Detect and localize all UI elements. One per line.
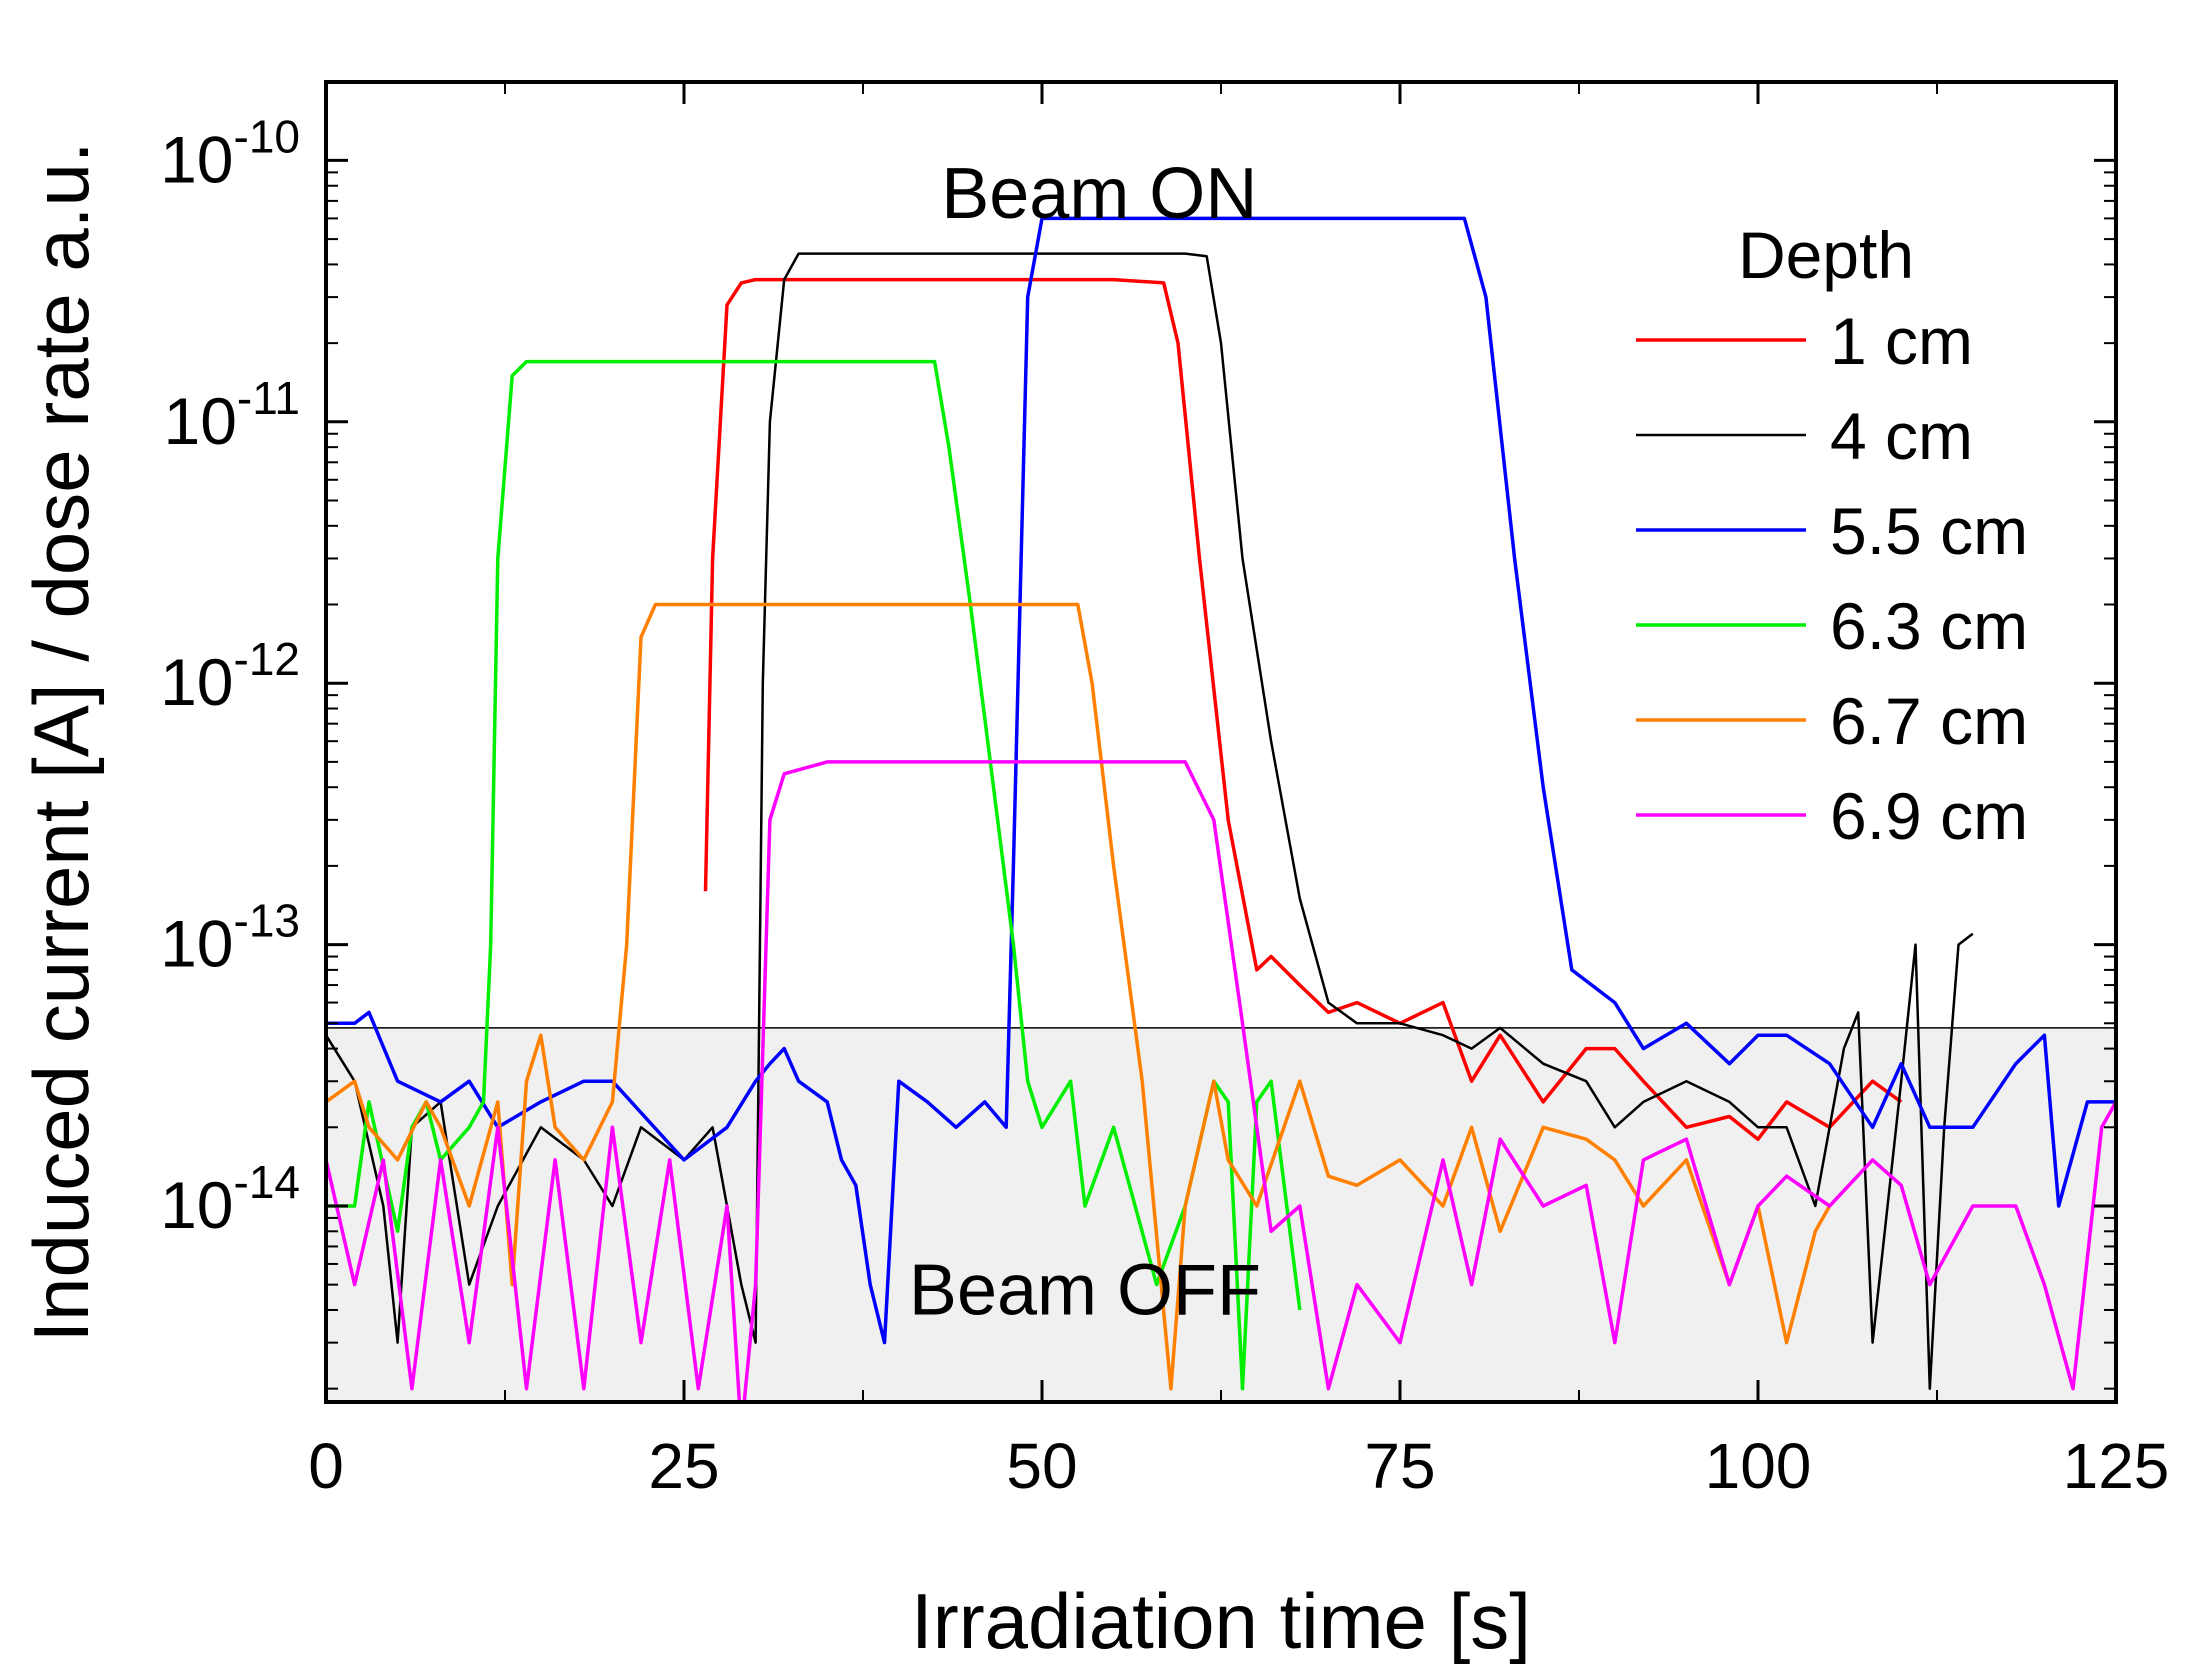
legend-label-0: 1 cm <box>1830 304 1973 378</box>
beam-off-annotation: Beam OFF <box>909 1250 1261 1330</box>
y-tick-label: 10-14 <box>160 1156 300 1242</box>
legend-title: Depth <box>1738 218 1914 292</box>
x-tick-label: 75 <box>1364 1430 1435 1502</box>
legend-label-5: 6.9 cm <box>1830 779 2028 853</box>
y-tick-label: 10-10 <box>160 110 300 196</box>
legend-label-4: 6.7 cm <box>1830 684 2028 758</box>
series-line-5 <box>326 760 2116 1402</box>
series-layer <box>326 216 2116 1402</box>
x-tick-label: 100 <box>1705 1430 1812 1502</box>
series-line-4 <box>326 602 1832 1391</box>
tick-layer <box>324 82 2118 1402</box>
legend-label-2: 5.5 cm <box>1830 494 2028 568</box>
x-tick-label: 125 <box>2063 1430 2170 1502</box>
series-line-0 <box>703 277 1903 1141</box>
beam-on-annotation: Beam ON <box>941 154 1257 234</box>
beam-off-band <box>326 1027 2116 1402</box>
x-tick-label: 0 <box>308 1430 344 1502</box>
x-axis-label: Irradiation time [s] <box>911 1577 1531 1665</box>
y-tick-label: 10-13 <box>160 895 300 981</box>
x-tick-label: 50 <box>1006 1430 1077 1502</box>
y-tick-label: 10-11 <box>164 372 301 458</box>
y-axis-label: Induced current [A] / dose rate a.u. <box>17 141 105 1342</box>
legend: Depth 1 cm 4 cm 5.5 cm 6.3 cm 6.7 cm 6.9 cm <box>1636 218 2028 853</box>
series-line-2 <box>326 216 2116 1345</box>
tick-label-layer: 0 25 50 75 100 125 10-14 10-13 10-12 10-11 10-10 <box>160 110 2169 1502</box>
legend-label-3: 6.3 cm <box>1830 589 2028 663</box>
y-tick-label: 10-12 <box>160 633 300 719</box>
legend-label-1: 4 cm <box>1830 399 1973 473</box>
x-tick-label: 25 <box>648 1430 719 1502</box>
